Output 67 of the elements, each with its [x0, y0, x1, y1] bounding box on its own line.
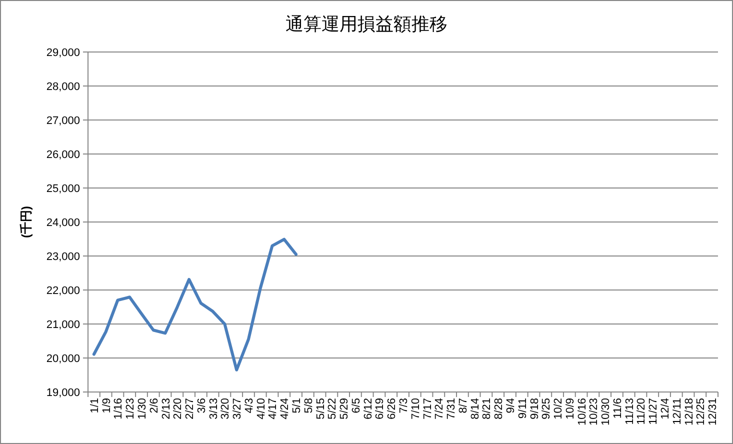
x-tick-label: 5/29: [338, 398, 351, 420]
x-tick-label: 9/11: [516, 398, 529, 419]
y-tick-label: 28,000: [46, 81, 80, 93]
x-tick-label: 10/16: [576, 398, 588, 426]
y-tick-label: 27,000: [46, 115, 80, 127]
x-tick-label: 10/2: [552, 398, 565, 420]
x-tick-label: 11/6: [612, 398, 624, 419]
x-tick-label: 1/9: [100, 398, 113, 414]
x-tick-label: 11/20: [636, 398, 648, 425]
x-tick-label: 6/26: [386, 398, 398, 420]
y-tick-label: 21,000: [46, 319, 80, 331]
x-tick-label: 5/15: [314, 398, 327, 420]
x-tick-label: 1/16: [112, 398, 125, 420]
x-tick-label: 3/27: [232, 398, 244, 420]
x-tick-label: 12/31: [707, 398, 720, 426]
x-tick-label: 10/9: [564, 398, 576, 420]
x-tick-label: 12/11: [671, 398, 684, 425]
x-tick-label: 1/30: [136, 398, 148, 420]
x-tick-label: 7/3: [398, 398, 410, 414]
y-tick-label: 29,000: [46, 47, 80, 59]
x-tick-label: 9/25: [540, 398, 553, 420]
x-tick-label: 10/23: [588, 398, 600, 426]
x-tick-label: 12/4: [660, 398, 672, 420]
x-tick-label: 5/1: [291, 398, 304, 414]
x-tick-label: 8/21: [481, 398, 494, 420]
x-tick-label: 4/10: [255, 398, 268, 420]
x-tick-label: 11/27: [648, 398, 660, 425]
x-tick-label: 12/18: [683, 398, 696, 426]
x-tick-label: 6/12: [362, 398, 374, 420]
x-tick-label: 4/3: [243, 398, 256, 414]
chart-title: 通算運用損益額推移: [286, 14, 448, 34]
x-tick-label: 9/18: [528, 398, 541, 420]
x-tick-label: 10/30: [600, 398, 612, 426]
y-tick-label: 23,000: [46, 251, 80, 263]
x-tick-label: 2/27: [184, 398, 196, 420]
x-tick-label: 2/20: [172, 398, 184, 420]
x-tick-label: 9/4: [504, 398, 517, 414]
x-tick-label: 6/19: [374, 398, 386, 420]
x-tick-label: 5/22: [326, 398, 339, 420]
x-tick-label: 6/5: [350, 398, 362, 414]
y-axis-title: (千円): [19, 206, 33, 238]
x-tick-label: 5/8: [302, 398, 315, 414]
x-tick-label: 3/13: [208, 398, 220, 420]
x-tick-label: 8/28: [493, 398, 506, 420]
line-series: [92, 238, 298, 372]
x-tick-label: 8/14: [469, 398, 482, 420]
x-tick-label: 7/17: [422, 398, 434, 420]
x-tick-label: 7/24: [434, 398, 446, 420]
x-tick-label: 4/24: [279, 398, 292, 420]
x-tick-label: 8/7: [457, 398, 470, 414]
x-tick-label: 4/17: [267, 398, 280, 420]
y-tick-label: 19,000: [46, 387, 80, 399]
x-tick-label: 3/20: [220, 398, 232, 420]
x-tick-label: 7/10: [410, 398, 422, 420]
x-tick-label: 1/1: [88, 398, 101, 414]
x-tick-label: 11/13: [624, 398, 636, 425]
y-tick-label: 20,000: [46, 353, 80, 365]
x-tick-label: 7/31: [446, 398, 458, 420]
x-tick-label: 1/23: [124, 398, 137, 420]
y-tick-label: 26,000: [46, 149, 80, 161]
x-tick-label: 2/6: [148, 398, 160, 414]
y-tick-label: 22,000: [46, 285, 80, 297]
y-tick-label: 25,000: [46, 183, 80, 195]
x-tick-label: 2/13: [160, 398, 172, 420]
x-tick-label: 12/25: [695, 398, 708, 426]
x-tick-label: 3/6: [196, 398, 208, 414]
y-tick-label: 24,000: [46, 217, 80, 229]
